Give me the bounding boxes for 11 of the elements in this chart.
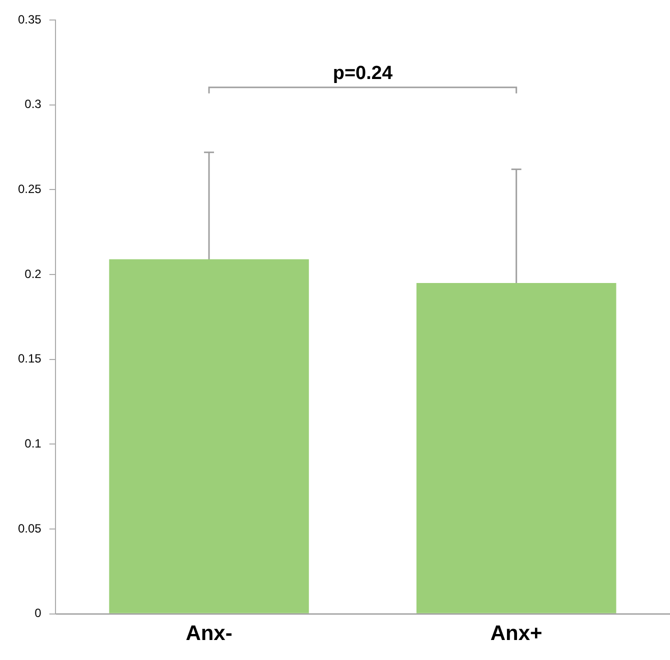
y-tick-label: 0.3 — [24, 97, 42, 112]
x-tick-label: Anx- — [186, 622, 232, 646]
y-tick-label: 0.05 — [18, 521, 42, 536]
y-tick-label: 0.2 — [24, 266, 42, 281]
y-tick-label: 0.1 — [24, 436, 42, 450]
x-tick-label: Anx+ — [490, 622, 542, 646]
annotation: p=0.24 — [332, 63, 393, 84]
y-tick-label: 0 — [34, 606, 42, 620]
y-tick-label: 0.35 — [18, 12, 42, 26]
y-tick-label: 0.15 — [18, 352, 42, 366]
y-tick-label: 0.25 — [18, 182, 42, 196]
